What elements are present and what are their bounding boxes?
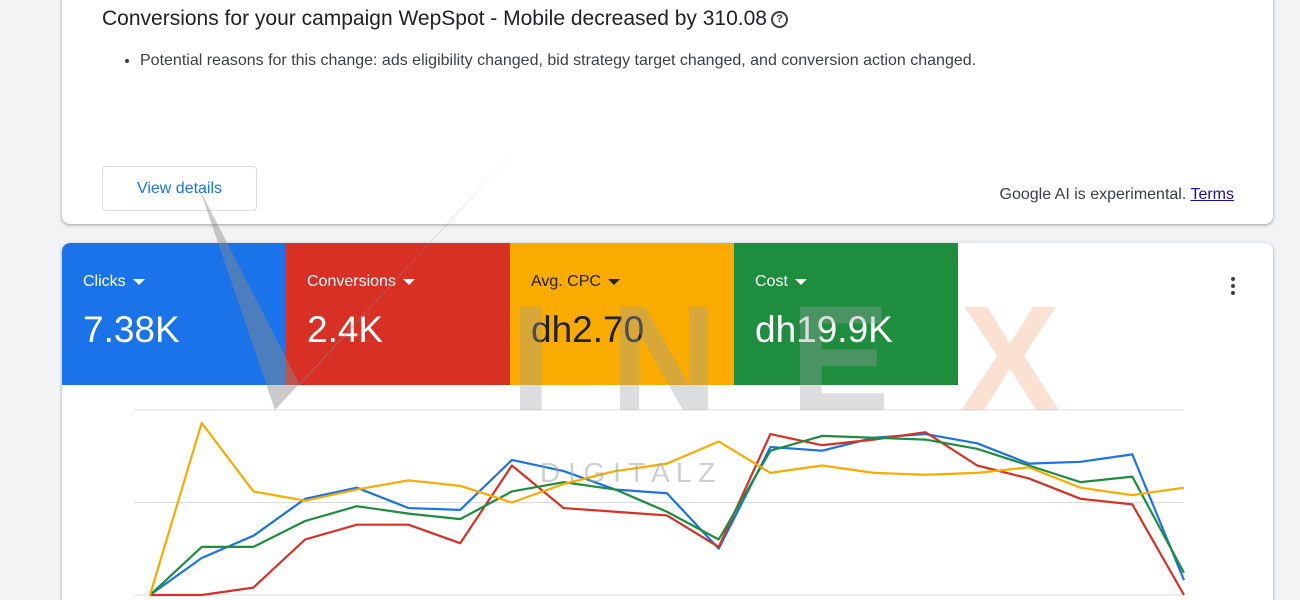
metric-label-text: Clicks xyxy=(83,273,126,290)
insight-title: Conversions for your campaign WepSpot - … xyxy=(102,7,788,31)
insight-card: Conversions for your campaign WepSpot - … xyxy=(62,0,1273,224)
metric-label: Cost xyxy=(755,273,958,291)
dropdown-caret-icon xyxy=(607,279,620,285)
metric-value: dh2.70 xyxy=(531,309,645,350)
terms-link[interactable]: Terms xyxy=(1190,186,1234,203)
reason-item: Potential reasons for this change: ads e… xyxy=(140,52,976,70)
dropdown-caret-icon xyxy=(794,279,807,285)
dropdown-caret-icon xyxy=(402,279,415,285)
metric-value: 7.38K xyxy=(83,309,180,350)
more-vert-icon[interactable] xyxy=(1223,277,1243,301)
metric-tiles: Clicks 7.38K Conversions 2.4K Avg. CPC d… xyxy=(62,243,958,385)
help-circle-icon[interactable]: ? xyxy=(770,11,788,28)
chart-series-line xyxy=(149,432,1186,596)
reason-list: Potential reasons for this change: ads e… xyxy=(120,52,976,70)
metric-label-text: Cost xyxy=(755,273,788,290)
view-details-button[interactable]: View details xyxy=(102,166,257,211)
chart-series-line xyxy=(150,431,1185,597)
metric-label: Conversions xyxy=(307,273,510,291)
metric-label: Clicks xyxy=(83,273,286,291)
performance-chart xyxy=(134,409,1186,597)
metric-label-text: Conversions xyxy=(307,273,396,290)
metric-label-text: Avg. CPC xyxy=(531,273,601,290)
metric-label: Avg. CPC xyxy=(531,273,734,291)
metric-tile-avg-cpc[interactable]: Avg. CPC dh2.70 xyxy=(510,243,734,385)
performance-card: Clicks 7.38K Conversions 2.4K Avg. CPC d… xyxy=(62,243,1273,600)
metric-value: dh19.9K xyxy=(755,309,893,350)
metric-tile-cost[interactable]: Cost dh19.9K xyxy=(734,243,958,385)
metric-value: 2.4K xyxy=(307,309,384,350)
disclaimer-text: Google AI is experimental. xyxy=(999,186,1187,203)
ai-disclaimer: Google AI is experimental. Terms xyxy=(1000,186,1234,204)
chart-series-line xyxy=(148,421,1185,596)
metric-tile-clicks[interactable]: Clicks 7.38K xyxy=(62,243,286,385)
insight-title-text: Conversions for your campaign WepSpot - … xyxy=(102,7,767,30)
metric-tile-conversions[interactable]: Conversions 2.4K xyxy=(286,243,510,385)
dropdown-caret-icon xyxy=(132,279,145,285)
chart-series-line xyxy=(149,434,1185,596)
